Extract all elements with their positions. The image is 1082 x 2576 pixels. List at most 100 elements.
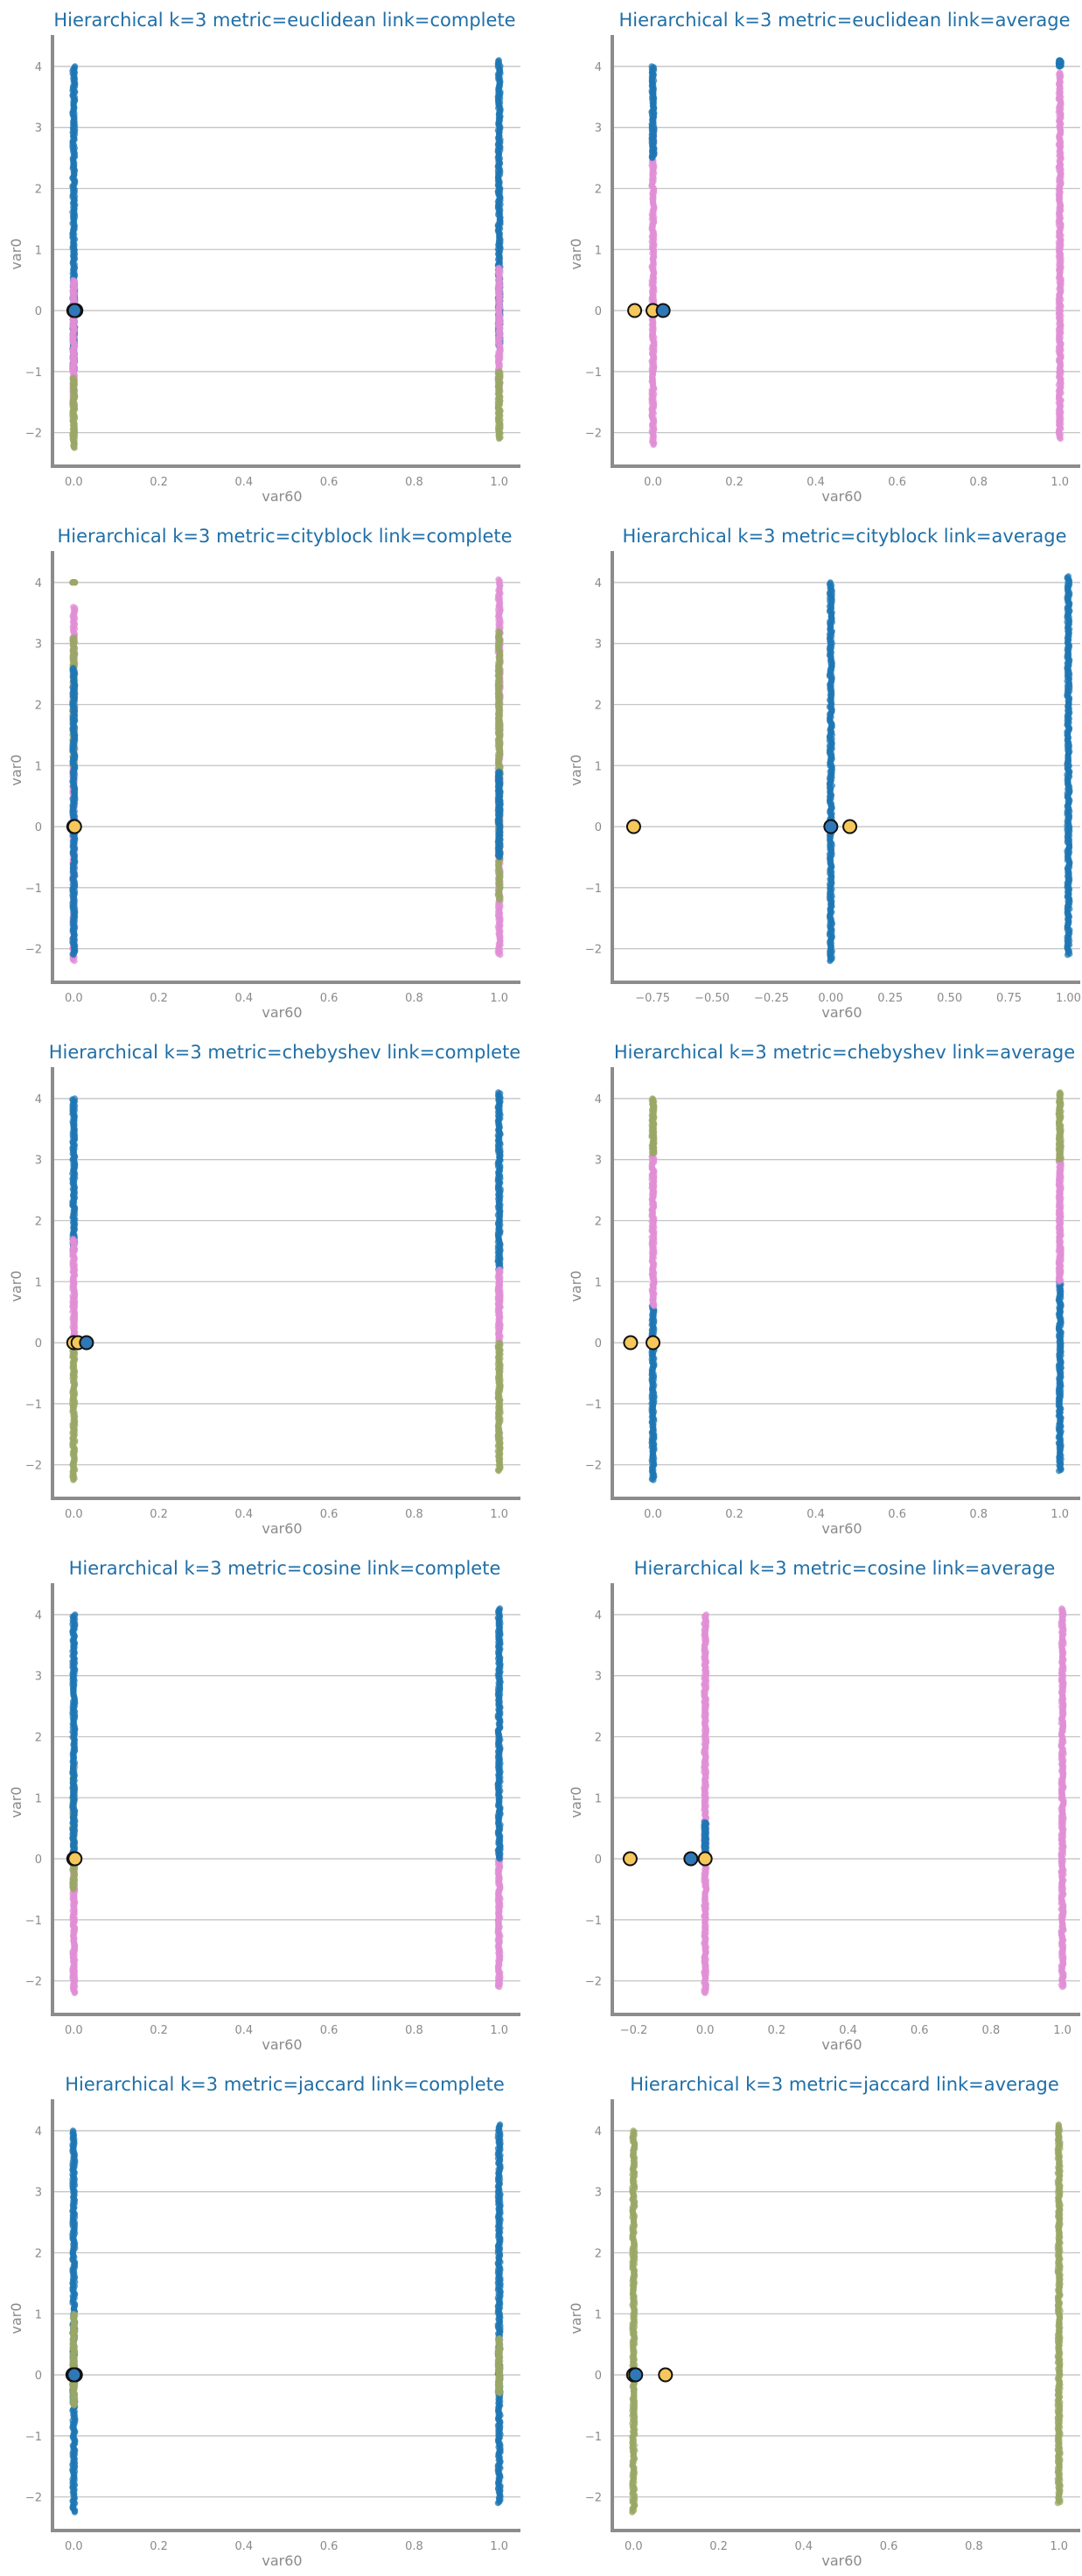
series-blue	[648, 57, 1064, 161]
scatter-plot: Hierarchical k=3 metric=euclidean link=c…	[0, 0, 541, 512]
x-tick-label: 0.8	[405, 992, 423, 1005]
x-tick-label: 0.6	[888, 476, 906, 489]
data-point	[70, 277, 76, 283]
data-points	[69, 1089, 504, 1483]
series-blue	[827, 573, 1073, 964]
data-point	[496, 769, 502, 775]
x-tick-label: 0.6	[320, 1508, 339, 1521]
data-points	[69, 57, 504, 450]
x-axis-label: var60	[262, 488, 302, 505]
chart-title: Hierarchical k=3 metric=cityblock link=c…	[57, 526, 512, 547]
y-tick-label: 1	[595, 244, 602, 257]
series-blue	[69, 665, 504, 958]
y-tick-label: 4	[595, 61, 602, 74]
x-tick-label: 0.4	[806, 476, 825, 489]
x-tick-label: 0.8	[405, 476, 423, 489]
data-point	[1057, 69, 1063, 75]
centroids	[67, 820, 81, 834]
data-point	[70, 665, 76, 671]
data-point	[827, 579, 834, 585]
scatter-plot: Hierarchical k=3 metric=cityblock link=a…	[560, 516, 1082, 1028]
centroid-marker	[843, 820, 856, 834]
x-axis-label: var60	[821, 488, 862, 505]
x-tick-label: −0.50	[695, 992, 729, 1005]
x-tick-label: 0.8	[969, 476, 988, 489]
y-axis-label: var0	[8, 754, 24, 785]
data-point	[495, 628, 501, 634]
y-tick-label: 3	[595, 122, 602, 136]
chart-panel: Hierarchical k=3 metric=cityblock link=c…	[0, 516, 541, 1028]
data-point	[1057, 57, 1063, 63]
y-tick-label: 2	[35, 183, 42, 196]
series-olive	[69, 579, 504, 903]
data-point	[70, 604, 76, 610]
x-tick-label: 0.75	[996, 992, 1022, 1005]
data-point	[71, 579, 77, 585]
x-tick-label: 0.2	[150, 476, 168, 489]
x-tick-label: 1.0	[490, 992, 508, 1005]
y-tick-label: 4	[35, 61, 42, 74]
y-tick-label: 1	[35, 1276, 42, 1289]
y-tick-label: −2	[585, 944, 602, 957]
y-tick-label: 1	[595, 760, 602, 773]
x-tick-label: 0.50	[937, 992, 962, 1005]
data-point	[495, 576, 501, 583]
y-tick-label: 0	[595, 305, 602, 318]
series-pink	[648, 69, 1064, 448]
centroid-marker	[68, 820, 81, 834]
y-axis-label: var0	[568, 238, 584, 269]
y-tick-label: −2	[25, 944, 42, 957]
data-point	[70, 374, 76, 380]
y-tick-label: −1	[25, 1399, 42, 1412]
data-point	[72, 634, 78, 640]
x-tick-label: −0.25	[754, 992, 789, 1005]
x-tick-label: −0.75	[635, 992, 670, 1005]
x-tick-label: 0.4	[235, 476, 254, 489]
chart-panel: Hierarchical k=3 metric=chebyshev link=c…	[0, 1032, 541, 1544]
data-point	[72, 63, 78, 69]
data-points	[69, 576, 504, 964]
x-tick-label: 0.2	[150, 1508, 168, 1521]
y-tick-label: −1	[25, 367, 42, 380]
series-pink	[69, 576, 504, 964]
centroid-marker	[627, 820, 640, 834]
x-tick-label: 0.25	[877, 992, 903, 1005]
x-axis-label: var60	[262, 1004, 302, 1021]
y-tick-label: 2	[595, 699, 602, 712]
y-tick-label: 0	[35, 1337, 42, 1351]
data-point	[649, 63, 655, 69]
data-point	[496, 265, 502, 271]
data-points	[648, 57, 1064, 448]
y-tick-label: 1	[35, 244, 42, 257]
x-tick-label: 0.2	[725, 476, 743, 489]
scatter-plot: Hierarchical k=3 metric=chebyshev link=c…	[0, 1032, 541, 1544]
x-tick-label: 0.8	[405, 1508, 423, 1521]
y-tick-label: 2	[595, 183, 602, 196]
y-tick-label: −1	[585, 883, 602, 896]
data-point	[1065, 573, 1072, 579]
series-pink	[69, 265, 504, 412]
scatter-plot: Hierarchical k=3 metric=cityblock link=c…	[0, 516, 541, 1028]
y-tick-label: −2	[585, 428, 602, 441]
centroid-marker	[824, 820, 837, 834]
scatter-plot: Hierarchical k=3 metric=euclidean link=a…	[560, 0, 1082, 512]
x-tick-label: 0.0	[65, 992, 83, 1005]
chart-title: Hierarchical k=3 metric=cityblock link=a…	[623, 526, 1067, 547]
x-tick-label: 0.6	[320, 476, 339, 489]
x-tick-label: 1.0	[490, 1508, 508, 1521]
x-tick-label: 0.0	[65, 1508, 83, 1521]
y-tick-label: −1	[25, 883, 42, 896]
y-tick-label: 0	[595, 821, 602, 834]
x-tick-label: 0.6	[320, 992, 339, 1005]
centroid-marker	[657, 304, 670, 318]
series-blue	[69, 1089, 504, 1273]
x-tick-label: 0.4	[235, 992, 254, 1005]
chart-panel: Hierarchical k=3 metric=cityblock link=a…	[560, 516, 1082, 1028]
data-points	[827, 573, 1073, 964]
x-tick-label: 1.0	[490, 476, 508, 489]
x-tick-label: 0.00	[818, 992, 843, 1005]
y-tick-label: 0	[35, 821, 42, 834]
centroids	[628, 304, 670, 318]
x-tick-label: 0.0	[65, 476, 83, 489]
x-tick-label: 0.0	[644, 476, 662, 489]
